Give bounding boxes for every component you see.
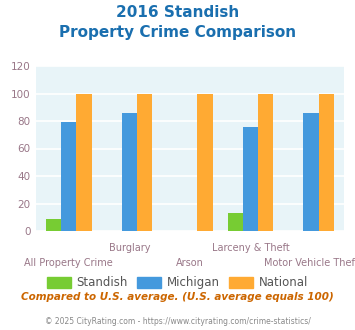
Text: 2016 Standish: 2016 Standish [116,5,239,20]
Bar [197,93,213,231]
Bar [258,93,273,231]
Text: All Property Crime: All Property Crime [24,258,113,268]
Bar [122,113,137,231]
Text: Compared to U.S. average. (U.S. average equals 100): Compared to U.S. average. (U.S. average … [21,292,334,302]
Legend: Standish, Michigan, National: Standish, Michigan, National [42,272,313,294]
Bar [46,218,61,231]
Text: Larceny & Theft: Larceny & Theft [212,243,289,252]
Text: © 2025 CityRating.com - https://www.cityrating.com/crime-statistics/: © 2025 CityRating.com - https://www.city… [45,317,310,326]
Bar [304,113,319,231]
Text: Property Crime Comparison: Property Crime Comparison [59,25,296,40]
Bar [243,126,258,231]
Bar [61,122,76,231]
Bar [76,93,92,231]
Bar [319,93,334,231]
Text: Arson: Arson [176,258,204,268]
Text: Motor Vehicle Theft: Motor Vehicle Theft [264,258,355,268]
Text: Burglary: Burglary [109,243,150,252]
Bar [137,93,152,231]
Bar [228,213,243,231]
